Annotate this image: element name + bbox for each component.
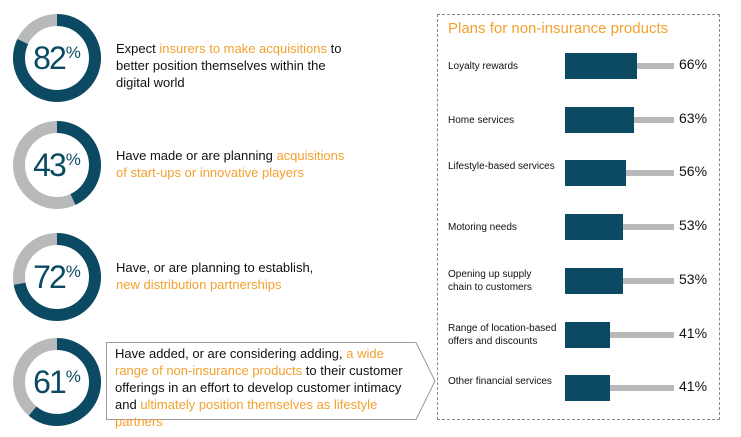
bar-value-label: 66% [679,56,708,72]
bar-row: Motoring needs 53% [448,212,718,242]
bar-value-label: 53% [679,270,708,287]
bar-row: Home services 63% [448,105,718,135]
highlight-text: insurers to make acquisitions [159,41,327,56]
donut-fill [13,121,101,209]
donut-value: 72% [33,258,81,295]
bar-row: Other financial services 41% [448,373,718,403]
bar-track [565,331,674,338]
bar-label: Lifestyle-based services [448,161,555,173]
stat-text: Have, or are planning to establish, new d… [116,259,316,293]
bar-row: Opening up supply chain to customers 53% [448,266,718,296]
bar-label: Range of location-based offers and disco… [448,322,557,347]
bar-value-label: 53% [679,217,708,234]
bar [565,53,637,79]
plain-text: Expect [116,41,160,56]
highlight-text: new distribution partnerships [116,277,282,292]
donut-value: 82% [33,39,81,76]
plain-text: Have made or are planning [116,148,277,163]
bar-label: Home services [448,114,515,126]
bar-row: Loyalty rewards 66% [448,51,718,81]
bar [565,160,627,187]
bar-track [565,385,674,392]
bar [565,106,634,133]
bar-value-label: 56% [679,163,708,180]
chart-box [437,14,720,420]
bar [565,321,610,348]
bar-row: Lifestyle-based services 56% [448,158,718,188]
stat-text: Expect insurers to make acquisitions to … [116,40,356,91]
bar-label: Other financial services [448,376,552,388]
plain-text: Have added, or are considering adding, [115,346,347,361]
donut-43: 43% [13,121,101,209]
bar-value-label: 41% [679,378,708,395]
bar [565,375,610,402]
donut-82: 82% [13,14,101,102]
donut-value: 43% [33,146,81,183]
plain-text: Have, or are planning to establish, [116,260,314,275]
stat-text: Have made or are planning acquisitions o… [116,147,356,181]
callout-box: Have added, or are considering adding, a… [106,342,436,429]
highlight-text: a wide range of non-insurance products [115,346,384,378]
donut-72: 72% [13,233,101,321]
plain-text: to better position themselves within the… [116,41,342,90]
bar-label: Loyalty rewards [448,61,519,72]
bar-row: Range of location-based offers and disco… [448,320,718,350]
bar [565,214,623,241]
bar [565,267,623,294]
donut-value: 61% [33,363,81,400]
donut-fill [13,338,101,426]
highlight-text: ultimately position themselves as lifest… [115,397,378,429]
bar-label: Opening up supply chain to customers [448,268,532,293]
donut-61: 61% [13,338,101,426]
plain-text: to their customer offerings in an effort… [115,363,403,412]
chart-title: Plans for non-insurance products [448,20,669,37]
bar-label: Motoring needs [448,222,517,234]
donut-fill [13,14,101,102]
stat-text: Have added, or are considering adding, a… [115,345,415,430]
donut-fill [13,233,101,321]
bar-value-label: 41% [679,324,708,341]
highlight-text: acquisitions of start-ups or innovative … [116,148,345,180]
bar-value-label: 63% [679,109,708,126]
